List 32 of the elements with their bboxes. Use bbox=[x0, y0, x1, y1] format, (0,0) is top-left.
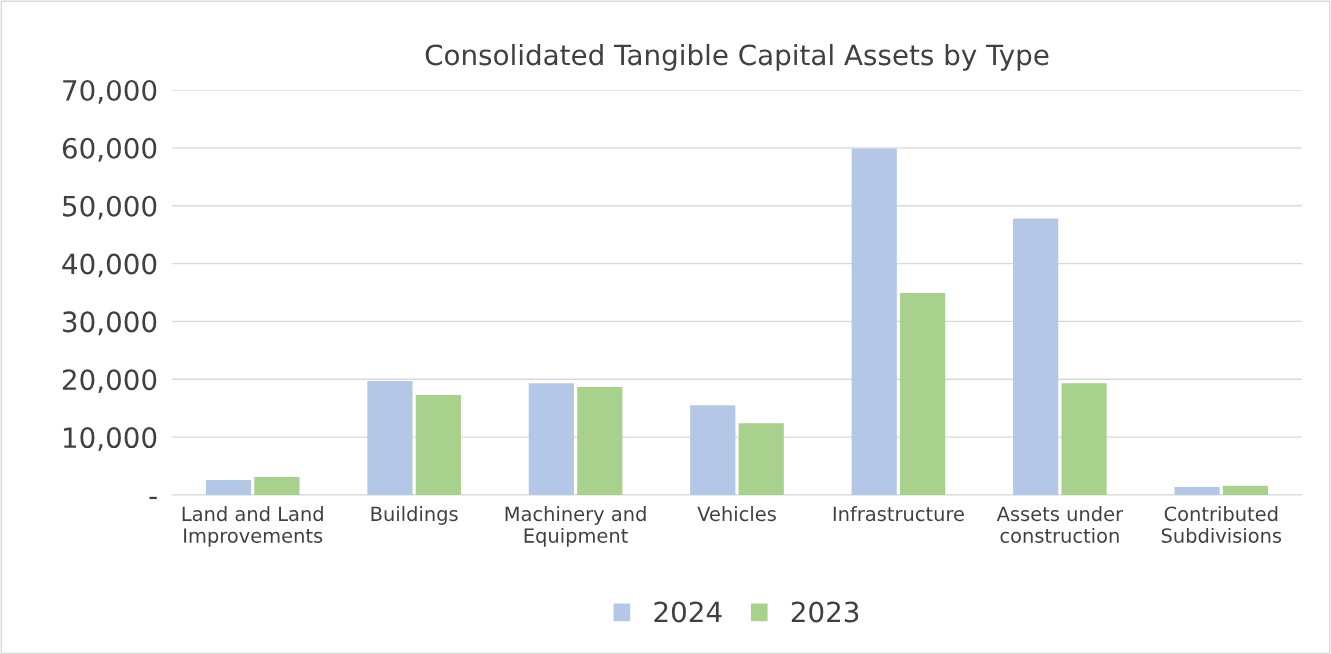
y-tick-label: 40,000 bbox=[62, 253, 157, 278]
bar bbox=[367, 381, 413, 495]
bar bbox=[1061, 383, 1107, 495]
y-tick-label: 10,000 bbox=[63, 427, 157, 451]
bar bbox=[738, 423, 784, 495]
legend-label: 2023 bbox=[791, 601, 859, 623]
x-tick-label: Assets under construction bbox=[996, 506, 1124, 543]
bar bbox=[254, 477, 300, 495]
bar bbox=[528, 383, 574, 495]
x-tick-label: Machinery and Equipment bbox=[505, 506, 646, 547]
x-tick-label: Land and Land Improvements bbox=[182, 506, 323, 547]
chart-title: Consolidated Tangible Capital Assets by Type bbox=[425, 43, 1049, 71]
bar bbox=[205, 479, 252, 495]
bar bbox=[1174, 486, 1220, 495]
bar bbox=[577, 387, 623, 495]
y-tick-label: - bbox=[149, 496, 157, 500]
y-tick-label: 50,000 bbox=[63, 195, 157, 220]
y-tick-label: 60,000 bbox=[62, 137, 157, 162]
bar bbox=[1222, 485, 1269, 495]
bar bbox=[1013, 218, 1059, 495]
bar bbox=[415, 394, 461, 495]
bar bbox=[851, 148, 897, 495]
bar bbox=[900, 293, 946, 495]
x-tick-label: Buildings bbox=[371, 506, 458, 525]
x-tick-label: Contributed Subdivisions bbox=[1161, 506, 1282, 543]
y-tick-label: 20,000 bbox=[62, 369, 157, 394]
x-tick-label: Infrastructure bbox=[833, 506, 964, 522]
x-tick-label: Vehicles bbox=[697, 506, 776, 522]
legend-label: 2024 bbox=[654, 601, 722, 623]
y-tick-label: 70,000 bbox=[63, 79, 157, 104]
bar bbox=[690, 405, 736, 495]
y-tick-label: 30,000 bbox=[63, 311, 157, 336]
